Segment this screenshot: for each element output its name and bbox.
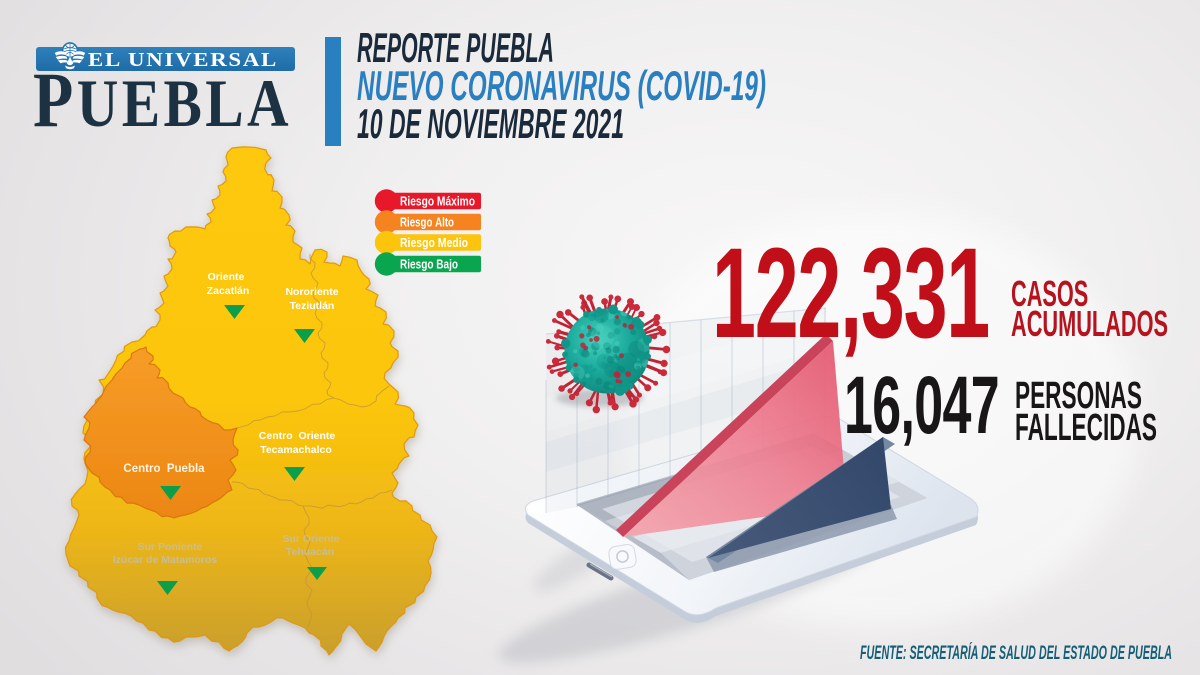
svg-text:Tecamachalco: Tecamachalco [260,444,332,456]
svg-text:Riesgo Medio: Riesgo Medio [400,236,468,250]
svg-text:Sur Oriente: Sur Oriente [282,533,339,545]
svg-text:Zacatlán: Zacatlán [207,285,250,297]
svg-text:Sur Poniente: Sur Poniente [138,541,203,553]
svg-text:Riesgo Máximo: Riesgo Máximo [400,195,475,209]
svg-text:Teziutlán: Teziutlán [290,300,335,312]
svg-text:Oriente: Oriente [208,271,245,283]
svg-text:Centro Oriente: Centro Oriente [259,430,336,442]
svg-text:Riesgo Bajo: Riesgo Bajo [400,258,458,272]
svg-text:Riesgo Alto: Riesgo Alto [400,216,454,230]
svg-text:Nororiente: Nororiente [285,286,338,298]
svg-text:Tehuacán: Tehuacán [286,546,334,558]
svg-text:Centro Puebla: Centro Puebla [123,463,205,475]
svg-text:Izúcar de Matamoros: Izúcar de Matamoros [113,554,218,566]
